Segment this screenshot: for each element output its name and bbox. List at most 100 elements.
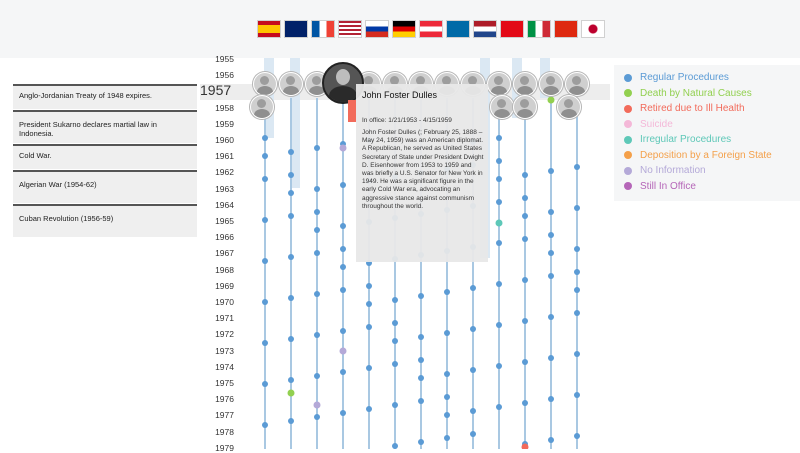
year-tick-label[interactable]: 1975 bbox=[215, 378, 234, 388]
person-portrait[interactable] bbox=[513, 72, 537, 96]
year-tick-label[interactable]: 1962 bbox=[215, 167, 234, 178]
year-tick-label[interactable]: 1956 bbox=[215, 70, 234, 81]
year-tick-label[interactable]: 1958 bbox=[215, 102, 234, 113]
office-change-point bbox=[366, 406, 372, 412]
year-tick-label[interactable]: 1959 bbox=[215, 118, 234, 129]
year-tick-label[interactable]: 1964 bbox=[215, 199, 234, 210]
year-tick-label[interactable]: 1967 bbox=[215, 248, 234, 259]
office-change-point bbox=[392, 402, 398, 408]
person-portrait[interactable] bbox=[513, 95, 537, 119]
tenure-band bbox=[290, 58, 300, 188]
italy-flag[interactable] bbox=[527, 20, 551, 38]
office-change-point bbox=[418, 334, 424, 340]
person-portrait[interactable] bbox=[490, 95, 514, 119]
legend-item[interactable]: Still In Office bbox=[624, 181, 696, 192]
year-tick-label[interactable]: 1969 bbox=[215, 280, 234, 291]
office-change-point bbox=[522, 318, 528, 324]
event-item[interactable]: Cold War. bbox=[13, 144, 197, 169]
legend-item[interactable]: No Information bbox=[624, 165, 706, 176]
office-change-point bbox=[262, 153, 268, 159]
person-portrait[interactable] bbox=[250, 95, 274, 119]
legend-color-dot bbox=[624, 104, 632, 113]
year-tick-label[interactable]: 1974 bbox=[215, 361, 234, 372]
legend-item[interactable]: Deposition by a Foreign State bbox=[624, 150, 772, 161]
person-portrait[interactable] bbox=[539, 72, 563, 96]
sweden-flag[interactable] bbox=[446, 20, 470, 38]
legend-item[interactable]: Irregular Procedures bbox=[624, 134, 731, 145]
year-tick-label[interactable]: 1955 bbox=[215, 54, 234, 64]
year-tick-label[interactable]: 1971 bbox=[215, 313, 234, 324]
office-change-point bbox=[444, 412, 450, 418]
legend-item[interactable]: Retired due to Ill Health bbox=[624, 103, 745, 114]
year-tick-label[interactable]: 1960 bbox=[215, 135, 234, 145]
legend-item[interactable]: Regular Procedures bbox=[624, 72, 729, 83]
office-change-point bbox=[548, 232, 554, 238]
year-tick-label[interactable]: 1973 bbox=[215, 345, 234, 356]
office-change-point bbox=[496, 281, 502, 287]
spain-flag[interactable] bbox=[257, 20, 281, 38]
office-change-point bbox=[470, 431, 476, 437]
legend-color-dot bbox=[624, 135, 632, 144]
office-change-point bbox=[313, 401, 321, 409]
office-change-point bbox=[574, 287, 580, 293]
person-description: John Foster Dulles (; February 25, 1888 … bbox=[362, 129, 484, 210]
office-change-point bbox=[262, 258, 268, 264]
netherlands-flag[interactable] bbox=[473, 20, 497, 38]
office-change-point bbox=[418, 398, 424, 404]
event-item[interactable]: Cuban Revolution (1956-59) bbox=[13, 204, 197, 237]
office-change-point bbox=[288, 149, 294, 155]
person-portrait[interactable] bbox=[253, 72, 277, 96]
russia-flag[interactable] bbox=[365, 20, 389, 38]
event-item[interactable]: Algerian War (1954-62) bbox=[13, 170, 197, 203]
year-tick-label[interactable]: 1978 bbox=[215, 426, 234, 437]
office-change-point bbox=[522, 213, 528, 219]
office-change-point bbox=[495, 219, 503, 227]
office-change-point bbox=[574, 164, 580, 170]
usa-flag[interactable] bbox=[338, 20, 362, 38]
year-tick-label[interactable]: 1961 bbox=[215, 151, 234, 162]
uk-flag[interactable] bbox=[284, 20, 308, 38]
event-item[interactable]: President Sukarno declares martial law i… bbox=[13, 110, 197, 143]
person-portrait[interactable] bbox=[565, 72, 589, 96]
legend: Regular Procedures Death by Natural Cause… bbox=[614, 65, 800, 201]
event-item[interactable]: Anglo-Jordanian Treaty of 1948 expires. bbox=[13, 84, 197, 109]
office-change-point bbox=[548, 396, 554, 402]
office-change-point bbox=[262, 135, 268, 141]
office-change-point bbox=[366, 365, 372, 371]
turkey-flag[interactable] bbox=[500, 20, 524, 38]
office-change-point bbox=[470, 367, 476, 373]
france-flag[interactable] bbox=[311, 20, 335, 38]
person-portrait[interactable] bbox=[557, 95, 581, 119]
year-tick-label[interactable]: 1963 bbox=[215, 183, 234, 194]
year-tick-label[interactable]: 1977 bbox=[215, 410, 234, 421]
legend-item[interactable]: Death by Natural Causes bbox=[624, 88, 752, 99]
office-change-point bbox=[287, 389, 295, 397]
year-tick-label[interactable]: 1968 bbox=[215, 264, 234, 275]
germany-flag[interactable] bbox=[392, 20, 416, 38]
person-portrait[interactable] bbox=[279, 72, 303, 96]
year-tick-label[interactable]: 1976 bbox=[215, 394, 234, 405]
office-change-point bbox=[314, 145, 320, 151]
japan-flag[interactable] bbox=[581, 20, 605, 38]
china-flag[interactable] bbox=[554, 20, 578, 38]
office-change-point bbox=[470, 326, 476, 332]
office-change-point bbox=[496, 240, 502, 246]
office-change-point bbox=[548, 355, 554, 361]
year-tick-label[interactable]: 1966 bbox=[215, 232, 234, 243]
office-change-point bbox=[522, 195, 528, 201]
office-change-point bbox=[288, 336, 294, 342]
year-tick-label[interactable]: 1972 bbox=[215, 329, 234, 340]
year-tick-label[interactable]: 1979 bbox=[215, 442, 234, 453]
office-change-point bbox=[314, 414, 320, 420]
legend-color-dot bbox=[624, 166, 632, 175]
office-change-point bbox=[548, 314, 554, 320]
office-change-point bbox=[522, 277, 528, 283]
legend-item[interactable]: Suicide bbox=[624, 119, 673, 130]
year-tick-label[interactable]: 1965 bbox=[215, 216, 234, 226]
events-list: Anglo-Jordanian Treaty of 1948 expires. … bbox=[13, 84, 197, 238]
austria-flag[interactable] bbox=[419, 20, 443, 38]
office-change-point bbox=[339, 144, 347, 152]
year-tick-label[interactable]: 1970 bbox=[215, 297, 234, 307]
office-change-point bbox=[574, 246, 580, 252]
person-portrait[interactable] bbox=[487, 72, 511, 96]
